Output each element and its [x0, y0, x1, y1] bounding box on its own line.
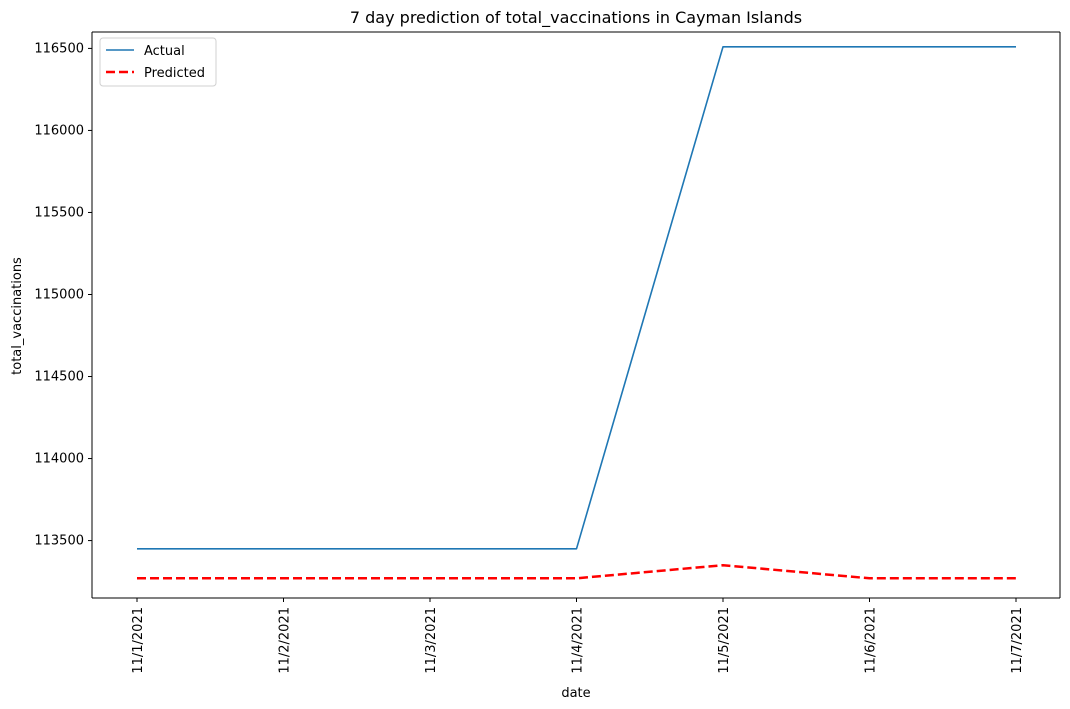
x-axis-label: date [561, 686, 590, 701]
plot-area [92, 32, 1060, 598]
y-tick-label: 114500 [34, 370, 84, 385]
y-axis-ticks: 113500 114000 114500 115000 115500 116000 1165… [34, 41, 92, 549]
x-tick-label: 11/6/2021 [864, 607, 879, 674]
legend: Actual Predicted [99, 37, 217, 87]
y-tick-label: 115500 [34, 205, 84, 220]
x-axis-ticks: 11/1/2021 11/2/2021 11/3/2021 11/4/2021 11/5… [131, 598, 1025, 674]
x-tick-label: 11/1/2021 [131, 607, 146, 674]
series-line-actual [137, 45, 1016, 550]
series-line-predicted [137, 563, 1016, 580]
y-tick-label: 116500 [34, 41, 84, 56]
x-tick-label: 11/5/2021 [717, 607, 732, 674]
legend-label-predicted: Predicted [144, 66, 205, 81]
x-tick-label: 11/4/2021 [571, 607, 586, 674]
y-axis-label: total_vaccinations [10, 257, 25, 375]
chart-title: 7 day prediction of total_vaccinations i… [350, 8, 802, 28]
x-tick-label: 11/3/2021 [424, 607, 439, 674]
y-tick-label: 113500 [34, 534, 84, 549]
x-tick-label: 11/7/2021 [1010, 607, 1025, 674]
y-tick-label: 115000 [34, 287, 84, 302]
x-tick-label: 11/2/2021 [278, 607, 293, 674]
y-tick-label: 116000 [34, 123, 84, 138]
y-tick-label: 114000 [34, 452, 84, 467]
legend-label-actual: Actual [144, 44, 185, 59]
series-layer [137, 45, 1016, 580]
